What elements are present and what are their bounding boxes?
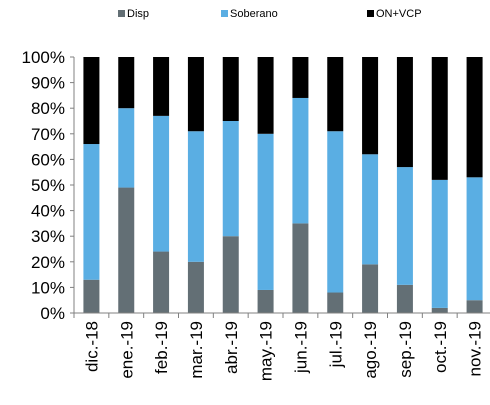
y-tick-label-4: 40% xyxy=(31,202,65,221)
bar-6-0 xyxy=(292,223,309,313)
bar-7-1 xyxy=(327,131,344,293)
y-tick-label-9: 90% xyxy=(31,74,65,93)
x-tick-label-9: sep.-19 xyxy=(396,321,415,378)
x-tick-label-3: mar.-19 xyxy=(187,321,206,379)
x-tick-label-2: feb.-19 xyxy=(152,321,171,374)
bar-1-0 xyxy=(118,187,135,313)
x-tick-label-5: may.-19 xyxy=(257,321,276,381)
y-tick-label-2: 20% xyxy=(31,253,65,272)
bar-2-0 xyxy=(153,251,170,313)
x-axis: dic.-18 ene.-19 feb.-19 mar.-19 abr.-19 may.-… xyxy=(73,312,490,381)
bar-6-2 xyxy=(292,57,309,98)
legend: Disp Soberano ON+VCP xyxy=(118,8,422,20)
bar-8-1 xyxy=(362,154,379,265)
bar-11-1 xyxy=(466,177,483,301)
x-tick-label-10: oct.-19 xyxy=(431,321,450,373)
y-tick-label-5: 50% xyxy=(31,176,65,195)
bars xyxy=(83,57,483,313)
bar-10-1 xyxy=(431,179,448,308)
bar-7-2 xyxy=(327,57,344,132)
bar-4-1 xyxy=(222,121,239,237)
bar-4-2 xyxy=(222,57,239,121)
bar-8-0 xyxy=(362,264,379,313)
y-tick-label-7: 70% xyxy=(31,125,65,144)
legend-swatch-1 xyxy=(221,10,228,17)
y-axis: 0% 10% 20% 30% 40% 50% 60% 70% 80% 90% 100% xyxy=(22,48,75,323)
bar-5-0 xyxy=(257,289,274,313)
y-tick-label-6: 60% xyxy=(31,150,65,169)
x-tick-label-6: jun.-19 xyxy=(291,321,310,374)
bar-11-2 xyxy=(466,57,483,178)
bar-0-1 xyxy=(83,144,100,280)
bar-5-1 xyxy=(257,133,274,290)
bar-10-0 xyxy=(431,307,448,313)
bar-1-2 xyxy=(118,57,135,109)
x-tick-label-8: ago.-19 xyxy=(361,321,380,379)
legend-swatch-2 xyxy=(367,10,374,17)
x-tick-label-0: dic.-18 xyxy=(82,321,101,372)
bar-0-0 xyxy=(83,279,100,313)
bar-5-2 xyxy=(257,57,274,134)
bar-7-0 xyxy=(327,292,344,313)
legend-swatch-0 xyxy=(118,10,125,17)
y-tick-label-3: 30% xyxy=(31,227,65,246)
bar-9-2 xyxy=(396,57,413,168)
bar-8-2 xyxy=(362,57,379,155)
bar-0-2 xyxy=(83,57,100,145)
bar-4-0 xyxy=(222,236,239,313)
y-tick-label-8: 80% xyxy=(31,99,65,118)
x-tick-label-11: nov.-19 xyxy=(466,321,485,376)
bar-10-2 xyxy=(431,57,448,180)
y-tick-label-0: 0% xyxy=(40,304,65,323)
bar-9-1 xyxy=(396,167,413,285)
bar-6-1 xyxy=(292,97,309,224)
bar-1-1 xyxy=(118,108,135,188)
legend-label-1: Soberano xyxy=(230,8,278,20)
bar-3-0 xyxy=(187,261,204,313)
y-tick-label-10: 100% xyxy=(22,48,65,67)
y-tick-label-1: 10% xyxy=(31,278,65,297)
bar-9-0 xyxy=(396,284,413,313)
bar-11-0 xyxy=(466,300,483,313)
legend-label-0: Disp xyxy=(127,8,149,20)
x-tick-label-4: abr.-19 xyxy=(222,321,241,374)
legend-label-2: ON+VCP xyxy=(376,8,422,20)
bar-2-2 xyxy=(153,57,170,116)
bar-3-2 xyxy=(187,57,204,132)
bar-2-1 xyxy=(153,115,170,252)
bar-3-1 xyxy=(187,131,204,262)
x-tick-label-7: jul.-19 xyxy=(326,321,345,368)
x-tick-label-1: ene.-19 xyxy=(117,321,136,379)
